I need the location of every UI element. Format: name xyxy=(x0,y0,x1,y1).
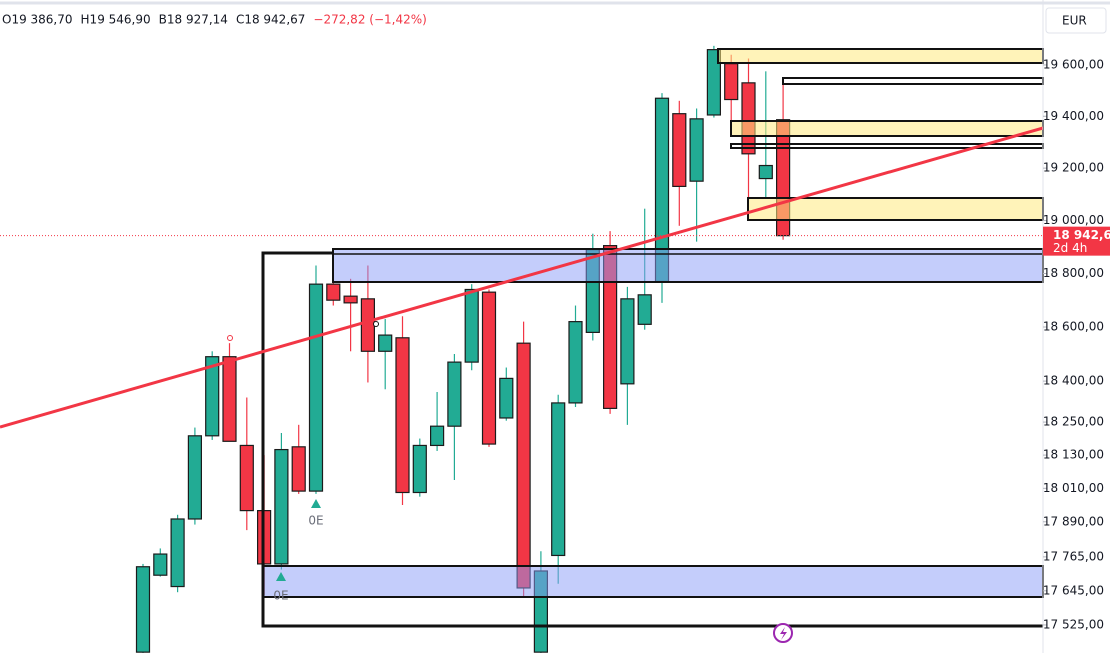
candle-body xyxy=(637,294,652,325)
trend-line xyxy=(0,126,1044,429)
y-tick-label: 18 800,00 xyxy=(1043,266,1104,280)
candle-body xyxy=(464,288,479,363)
y-tick-label: 18 130,00 xyxy=(1043,448,1104,462)
supply-zone xyxy=(730,120,1044,137)
currency-label: EUR xyxy=(1062,14,1087,28)
countdown-label: 2d 4h xyxy=(1053,241,1087,255)
y-tick-label: 18 600,00 xyxy=(1043,320,1104,334)
candle-body xyxy=(430,425,445,447)
drawings: 0E 0E xyxy=(0,48,1044,643)
y-tick-label: 17 645,00 xyxy=(1043,583,1104,597)
candle-body xyxy=(516,342,531,589)
marker-dot xyxy=(227,335,233,341)
y-tick-label: 17 890,00 xyxy=(1043,514,1104,528)
candle-body xyxy=(447,361,462,427)
ohlc-field: −272,82 (−1,42%) xyxy=(313,13,426,27)
candle-body xyxy=(239,444,254,512)
candle-body xyxy=(551,402,566,557)
candle-body xyxy=(724,63,739,101)
currency-button[interactable] xyxy=(1045,7,1107,34)
signal-marker xyxy=(311,499,321,508)
candle-body xyxy=(153,553,168,576)
ohlc-field: C18 942,67 xyxy=(236,13,305,27)
last-price-badge xyxy=(1043,226,1110,256)
ohlc-field: O19 386,70 xyxy=(2,13,73,27)
supply-zone xyxy=(717,48,1044,64)
candle-body xyxy=(326,283,341,301)
candle-body xyxy=(205,356,220,437)
candle-body xyxy=(291,446,306,492)
demand-zone xyxy=(262,565,1044,598)
y-tick-label: 19 400,00 xyxy=(1043,109,1104,123)
level-box xyxy=(782,77,1044,85)
candle-body xyxy=(135,566,151,653)
ohlc-header: O19 386,70 H19 546,90 B18 927,14 C18 942,67… xyxy=(2,13,427,27)
candle-body xyxy=(395,337,410,494)
candle-body xyxy=(360,298,375,352)
marker-dot xyxy=(373,321,379,327)
y-tick-label: 18 400,00 xyxy=(1043,374,1104,388)
ohlc-field: H19 546,90 xyxy=(81,13,151,27)
candle-body xyxy=(170,518,185,588)
candle-body xyxy=(274,448,289,565)
candle-body xyxy=(689,118,704,182)
y-tick-label: 17 525,00 xyxy=(1043,617,1104,631)
price-axis: 17 525,00 17 645,00 17 765,00 17 890,00 18 0… xyxy=(1043,57,1110,631)
y-tick-label: 18 010,00 xyxy=(1043,481,1104,495)
candle-body xyxy=(672,113,687,188)
range-box xyxy=(261,251,1043,628)
candle-body xyxy=(222,356,237,442)
candle-body xyxy=(568,321,583,404)
candle-body xyxy=(758,164,773,180)
event-icon-glyph xyxy=(780,627,787,640)
candle-body xyxy=(481,291,497,445)
y-tick-label: 18 250,00 xyxy=(1043,415,1104,429)
y-tick-label: 19 200,00 xyxy=(1043,161,1104,175)
candle-body xyxy=(308,283,324,492)
signal-label: 0E xyxy=(273,589,288,603)
signal-marker xyxy=(276,572,286,581)
y-tick-label: 19 000,00 xyxy=(1043,213,1104,227)
candle-body xyxy=(499,377,514,419)
candle-body xyxy=(620,298,635,385)
candle-body xyxy=(706,49,722,116)
candle-body xyxy=(412,444,427,494)
ohlc-field: B18 927,14 xyxy=(159,13,228,27)
last-price-label: 18 942,67 xyxy=(1053,228,1110,242)
candles xyxy=(135,45,791,653)
signal-label: 0E xyxy=(308,514,323,528)
candle-body xyxy=(602,245,618,409)
y-tick-label: 17 765,00 xyxy=(1043,549,1104,563)
candle-body xyxy=(187,435,202,520)
candle-body xyxy=(343,295,358,304)
candle-body xyxy=(378,334,393,352)
y-tick-label: 19 600,00 xyxy=(1043,57,1104,71)
